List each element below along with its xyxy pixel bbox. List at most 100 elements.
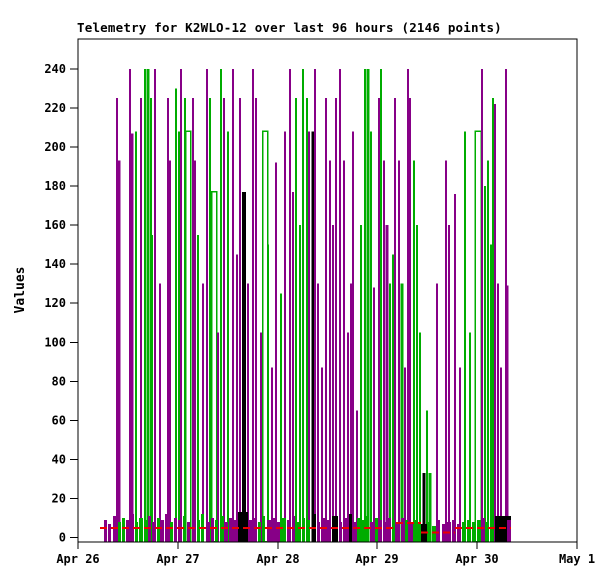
baseline-band-segment	[197, 520, 200, 542]
telemetry-spike	[481, 68, 483, 542]
y-tick-label: 140	[44, 257, 66, 271]
tick-labels-layer: 0 20 40 60 80 100 120 140 160 180 200 220 240 Apr 26 A…	[44, 62, 595, 566]
telemetry-spike	[144, 68, 146, 542]
telemetry-spike	[492, 98, 494, 542]
telemetry-spike	[292, 191, 294, 542]
telemetry-spike	[464, 131, 466, 542]
baseline-band-segment	[122, 518, 125, 542]
telemetry-spike	[194, 160, 196, 542]
baseline-band-segment	[215, 520, 218, 542]
telemetry-spike	[350, 283, 352, 542]
telemetry-spike	[352, 131, 354, 542]
y-tick-label: 100	[44, 335, 66, 349]
telemetry-spike	[261, 130, 269, 543]
telemetry-spike	[116, 98, 118, 542]
telemetry-spike	[494, 104, 496, 542]
y-tick-label: 60	[52, 413, 66, 427]
telemetry-spike	[184, 130, 192, 543]
telemetry-spike	[178, 131, 180, 542]
telemetry-spike	[206, 68, 208, 542]
telemetry-spike	[227, 131, 229, 542]
telemetry-spike	[220, 68, 222, 542]
telemetry-spike	[289, 68, 291, 542]
baseline-band-segment	[353, 521, 356, 542]
telemetry-spike	[129, 68, 131, 542]
baseline-band-segment	[357, 518, 361, 542]
baseline-band-segment	[292, 516, 295, 542]
telemetry-spike	[135, 131, 137, 542]
baseline-band-segment	[339, 521, 342, 542]
baseline-band-segment	[383, 521, 387, 542]
baseline-band-segment	[277, 521, 280, 542]
y-axis-label: Values	[13, 267, 28, 314]
baseline-band-segment	[152, 521, 156, 542]
baseline-band-segment	[113, 516, 117, 542]
baseline-band-segment	[486, 521, 489, 542]
telemetry-spike	[366, 68, 370, 542]
telemetry-spike	[255, 98, 257, 542]
telemetry-spike	[154, 68, 156, 542]
x-tick-label: May 1	[559, 552, 595, 566]
baseline-band-segment	[362, 520, 365, 542]
telemetry-spike	[436, 283, 438, 542]
telemetry-spike	[360, 225, 362, 542]
telemetry-spike	[197, 234, 199, 542]
baseline-band-segment	[170, 521, 173, 542]
telemetry-spike	[308, 131, 310, 542]
y-tick-label: 180	[44, 179, 66, 193]
baseline-band-segment	[490, 520, 494, 542]
telemetry-spike	[175, 88, 177, 542]
telemetry-spike	[236, 254, 238, 542]
impulse-series-layer	[116, 68, 509, 543]
telemetry-spike	[284, 131, 286, 542]
baseline-band-segment	[225, 521, 228, 542]
baseline-band-segment	[401, 518, 404, 542]
telemetry-spike	[428, 473, 432, 542]
telemetry-spike	[383, 160, 385, 542]
baseline-band-segment	[118, 521, 121, 542]
telemetry-spike	[409, 98, 411, 542]
telemetry-spike	[151, 234, 153, 542]
baseline-band-segment	[192, 518, 196, 542]
baseline-band-segment	[262, 516, 265, 542]
telemetry-spike	[505, 285, 509, 542]
telemetry-spike	[223, 98, 225, 542]
baseline-band-segment	[211, 518, 214, 542]
telemetry-spike	[474, 130, 482, 543]
telemetry-spike	[299, 225, 301, 542]
x-tick-label: Apr 28	[256, 552, 299, 566]
telemetry-spike	[275, 162, 277, 542]
telemetry-spike	[314, 68, 316, 542]
baseline-band-segment	[344, 518, 348, 542]
telemetry-spike	[311, 131, 315, 542]
baseline-band-layer	[104, 512, 511, 542]
y-tick-label: 0	[59, 531, 66, 545]
y-tick-label: 40	[52, 452, 66, 466]
baseline-band-segment	[349, 514, 352, 542]
baseline-band-segment	[462, 521, 466, 542]
baseline-band-segment	[206, 521, 210, 542]
telemetry-spike	[252, 68, 254, 542]
x-tick-label: Apr 30	[455, 552, 498, 566]
baseline-band-segment	[183, 516, 186, 542]
telemetry-spike	[343, 160, 345, 542]
baseline-band-segment	[161, 520, 164, 542]
telemetry-spike	[202, 283, 204, 542]
baseline-band-segment	[388, 518, 391, 542]
telemetry-spike	[373, 287, 375, 542]
baseline-band-segment	[409, 521, 413, 542]
telemetry-spike	[500, 367, 502, 542]
telemetry-spike	[404, 367, 406, 542]
telemetry-spike	[426, 410, 428, 542]
baseline-band-segment	[327, 520, 331, 542]
baseline-band-segment	[437, 520, 440, 542]
telemetry-spike	[400, 283, 404, 542]
y-tick-label: 160	[44, 218, 66, 232]
baseline-band-segment	[135, 521, 138, 542]
telemetry-spike	[398, 160, 400, 542]
y-tick-label: 220	[44, 101, 66, 115]
telemetry-spike	[454, 193, 456, 542]
telemetry-spike	[487, 160, 489, 542]
baseline-band-segment	[405, 520, 408, 542]
baseline-band-segment	[157, 518, 160, 542]
